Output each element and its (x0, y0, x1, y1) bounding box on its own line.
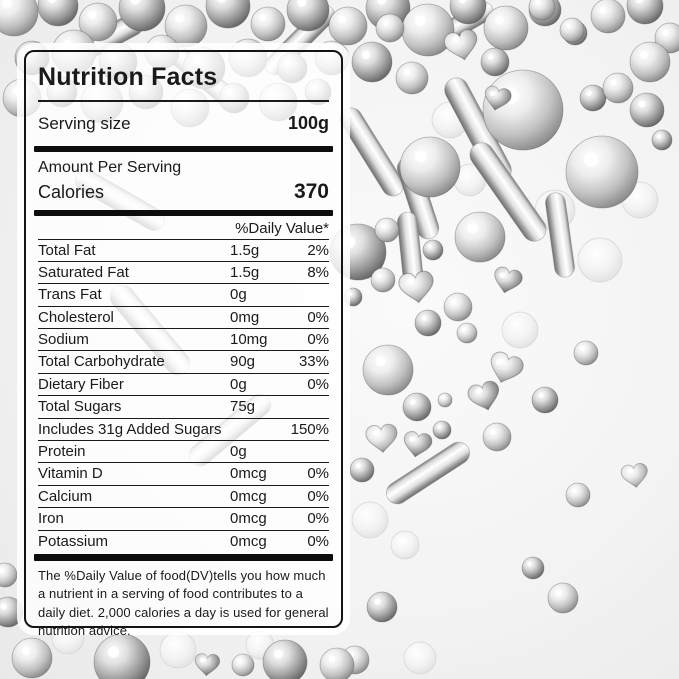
nutrient-amount: 0mcg (230, 487, 267, 505)
daily-value-header: %Daily Value* (38, 216, 329, 240)
nutrient-name: Cholesterol (38, 308, 114, 326)
nutrient-name: Dietary Fiber (38, 375, 124, 393)
nutrient-row: Protein 0g (38, 441, 329, 464)
serving-size-label: Serving size (38, 113, 131, 133)
nutrient-row: Dietary Fiber 0g 0% (38, 374, 329, 397)
nutrient-row: Total Sugars 75g (38, 396, 329, 419)
nutrient-amount: 0mg (230, 308, 260, 326)
nutrient-name: Saturated Fat (38, 263, 129, 281)
nutrient-amount: 0g (230, 375, 247, 393)
nutrient-amount: 0mcg (230, 510, 267, 528)
nutrient-row: Total Carbohydrate 90g 33% (38, 351, 329, 374)
calories-row: Calories 370 (38, 178, 329, 210)
nutrient-table: Total Fat 1.5g 2% Saturated Fat 1.5g 8% … (38, 240, 329, 552)
nutrient-daily-value: 0% (307, 308, 329, 326)
thick-divider (34, 209, 333, 216)
nutrient-name: Trans Fat (38, 286, 102, 304)
nutrient-row: Trans Fat 0g (38, 284, 329, 307)
nutrient-row: Includes 31g Added Sugars 150% (38, 419, 329, 442)
nutrient-row: Calcium 0mcg 0% (38, 486, 329, 509)
nutrient-daily-value: 33% (298, 353, 329, 371)
nutrient-name: Potassium (38, 532, 109, 550)
nutrient-daily-value: 0% (307, 465, 329, 483)
thick-divider (34, 145, 333, 152)
nutrient-amount: 0mcg (230, 532, 267, 550)
serving-size-value: 100g (287, 113, 329, 133)
nutrient-amount: 1.5g (230, 263, 260, 281)
nutrient-name: Sodium (38, 331, 89, 349)
nutrient-daily-value: 0% (307, 375, 329, 393)
nutrient-row: Iron 0mcg 0% (38, 508, 329, 531)
nutrient-amount: 0g (230, 286, 247, 304)
nutrient-name: Total Fat (38, 241, 96, 259)
nutrient-name: Protein (38, 443, 86, 461)
nutrient-row: Vitamin D 0mcg 0% (38, 463, 329, 486)
calories-value: 370 (293, 179, 329, 203)
label-title: Nutrition Facts (38, 63, 218, 91)
nutrient-row: Total Fat 1.5g 2% (38, 240, 329, 262)
nutrient-name: Iron (38, 510, 64, 528)
footnote-text: The %Daily Value of food(DV)tells you ho… (38, 567, 329, 639)
nutrient-amount: 1.5g (230, 241, 260, 259)
nutrient-row: Saturated Fat 1.5g 8% (38, 262, 329, 285)
nutrient-amount: 0mcg (230, 465, 267, 483)
nutrient-amount: 75g (230, 398, 256, 416)
calories-label: Calories (38, 181, 105, 202)
amount-per-serving-label: Amount Per Serving (38, 158, 182, 176)
nutrition-facts-label: Nutrition Facts Serving size 100g Amount… (24, 50, 343, 638)
nutrient-amount: 90g (230, 353, 256, 371)
nutrient-daily-value: 8% (307, 263, 329, 281)
nutrient-name: Vitamin D (38, 465, 103, 483)
nutrient-daily-value: 0% (307, 331, 329, 349)
nutrient-daily-value: 150% (290, 420, 329, 438)
thick-divider (34, 553, 333, 561)
nutrient-name: Calcium (38, 487, 93, 505)
title-divider (38, 100, 329, 102)
serving-size-row: Serving size 100g (38, 102, 329, 146)
nutrient-name: Total Sugars (38, 398, 122, 416)
nutrient-daily-value: 0% (307, 487, 329, 505)
nutrient-daily-value: 0% (307, 510, 329, 528)
nutrient-row: Potassium 0mcg 0% (38, 531, 329, 552)
nutrient-row: Sodium 10mg 0% (38, 329, 329, 352)
nutrient-amount: 10mg (230, 331, 268, 349)
nutrient-amount: 0g (230, 443, 247, 461)
nutrient-row: Cholesterol 0mg 0% (38, 307, 329, 330)
nutrient-name: Total Carbohydrate (38, 353, 165, 371)
nutrient-daily-value: 2% (307, 241, 329, 259)
nutrient-daily-value: 0% (307, 532, 329, 550)
nutrient-name: Includes 31g Added Sugars (38, 420, 222, 438)
